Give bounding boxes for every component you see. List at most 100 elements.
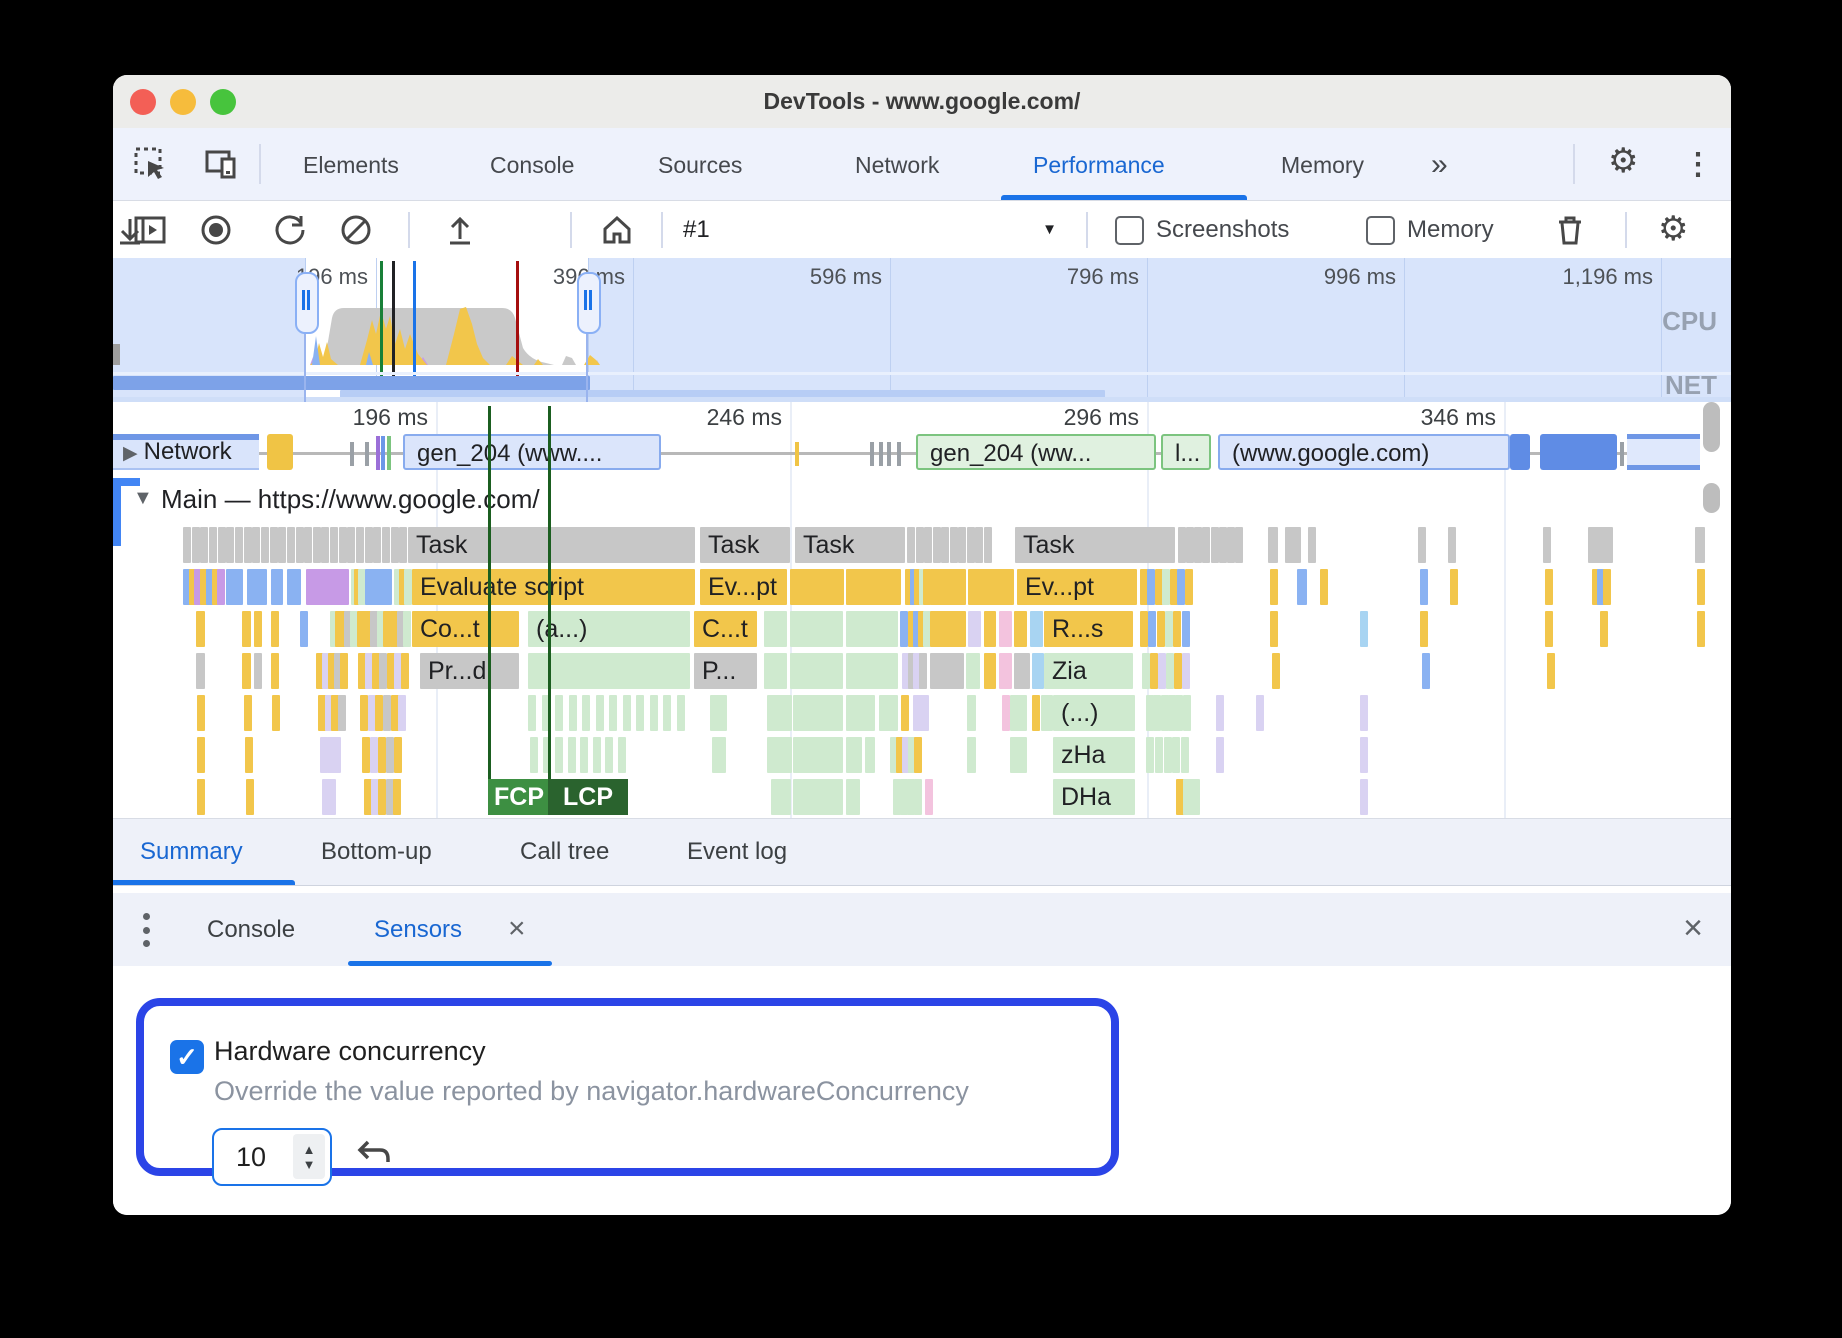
flame-block[interactable]: Pr...d — [420, 653, 519, 689]
main-scrollbar-thumb[interactable] — [1703, 483, 1720, 513]
flame-sliver[interactable] — [918, 653, 927, 689]
flame-sliver[interactable] — [914, 569, 923, 605]
close-tab-icon[interactable]: × — [508, 912, 526, 945]
flame-block[interactable] — [879, 695, 898, 731]
flame-block[interactable] — [197, 695, 205, 731]
flame-sliver[interactable] — [340, 653, 348, 689]
flame-sliver[interactable] — [396, 611, 405, 647]
flame-sliver[interactable] — [592, 737, 601, 773]
flame-block[interactable] — [1360, 737, 1368, 773]
flame-sliver[interactable] — [767, 737, 775, 773]
record-icon[interactable] — [199, 213, 233, 247]
flame-sliver[interactable] — [783, 779, 791, 815]
flame-block[interactable]: Zia — [1044, 653, 1133, 689]
flame-block[interactable] — [966, 653, 980, 689]
flame-sliver[interactable] — [915, 527, 924, 563]
flame-sliver[interactable] — [330, 527, 339, 563]
detail-tab-bottom-up[interactable]: Bottom-up — [321, 838, 432, 865]
flame-sliver[interactable] — [333, 737, 342, 773]
flame-sliver[interactable] — [778, 737, 786, 773]
flame-sliver[interactable] — [1158, 653, 1166, 689]
flame-sliver[interactable] — [710, 695, 718, 731]
flame-sliver[interactable] — [1588, 527, 1596, 563]
flame-sliver[interactable] — [331, 695, 339, 731]
flame-sliver[interactable] — [324, 695, 333, 731]
flame-sliver[interactable] — [217, 527, 226, 563]
flame-sliver[interactable] — [191, 527, 200, 563]
flame-sliver[interactable] — [390, 695, 399, 731]
flame-sliver[interactable] — [1165, 611, 1173, 647]
flame-block[interactable]: Task — [795, 527, 905, 563]
flame-block[interactable] — [271, 569, 283, 605]
flame-sliver[interactable] — [208, 527, 217, 563]
flame-block[interactable] — [226, 569, 243, 605]
flame-block[interactable] — [1697, 569, 1705, 605]
flame-sliver[interactable] — [1172, 737, 1181, 773]
flame-block[interactable] — [245, 737, 253, 773]
flame-sliver[interactable] — [278, 527, 287, 563]
home-icon[interactable] — [600, 213, 634, 247]
flame-sliver[interactable] — [1142, 653, 1150, 689]
collect-garbage-icon[interactable] — [1553, 213, 1587, 247]
flame-sliver[interactable] — [375, 695, 384, 731]
flame-sliver[interactable] — [908, 737, 916, 773]
flame-sliver[interactable] — [1174, 653, 1182, 689]
flame-sliver[interactable] — [194, 569, 203, 605]
flame-sliver[interactable] — [188, 569, 197, 605]
network-request[interactable]: (www.google.com) — [1218, 434, 1510, 470]
flame-sliver[interactable] — [1045, 695, 1053, 731]
memory-checkbox[interactable] — [1366, 216, 1395, 245]
flame-sliver[interactable] — [772, 695, 781, 731]
reset-undo-icon[interactable] — [354, 1134, 394, 1174]
flame-block[interactable] — [300, 611, 308, 647]
network-thin-request[interactable] — [381, 436, 385, 470]
flame-sliver[interactable] — [1019, 695, 1028, 731]
network-scrollbar-thumb[interactable] — [1703, 402, 1720, 452]
flame-sliver[interactable] — [609, 695, 618, 731]
close-window-button[interactable] — [130, 89, 156, 115]
flame-block[interactable] — [1418, 527, 1426, 563]
flame-sliver[interactable] — [941, 527, 949, 563]
flame-sliver[interactable] — [371, 779, 380, 815]
network-track[interactable]: gen_204 (www.... gen_204 (ww... l... (www.g… — [113, 433, 1731, 475]
flame-sliver[interactable] — [772, 737, 781, 773]
flame-sliver[interactable] — [364, 527, 373, 563]
flame-sliver[interactable] — [783, 695, 792, 731]
flame-sliver[interactable] — [399, 527, 408, 563]
flame-sliver[interactable] — [958, 527, 966, 563]
flame-sliver[interactable] — [320, 737, 328, 773]
flame-block[interactable] — [287, 569, 301, 605]
flame-sliver[interactable] — [896, 737, 904, 773]
flame-sliver[interactable] — [649, 695, 658, 731]
flame-sliver[interactable] — [1210, 527, 1219, 563]
network-track-header[interactable]: ▶ Network — [123, 438, 232, 466]
screenshots-checkbox[interactable] — [1115, 216, 1144, 245]
flame-block[interactable] — [846, 611, 898, 647]
device-toolbar-icon[interactable] — [203, 146, 239, 182]
flame-block[interactable] — [197, 779, 205, 815]
network-thin-request[interactable] — [387, 436, 391, 470]
number-stepper[interactable]: ▲ ▼ — [293, 1134, 325, 1179]
flame-sliver[interactable] — [676, 695, 685, 731]
flame-block[interactable] — [1030, 611, 1043, 647]
flame-sliver[interactable] — [580, 737, 588, 773]
flame-block[interactable]: Task — [700, 527, 790, 563]
flame-sliver[interactable] — [949, 527, 958, 563]
flame-block[interactable] — [930, 569, 966, 605]
flame-sliver[interactable] — [712, 737, 720, 773]
flame-sliver[interactable] — [390, 611, 398, 647]
flame-block[interactable] — [764, 611, 787, 647]
flame-block[interactable] — [196, 653, 205, 689]
flame-sliver[interactable] — [622, 695, 631, 731]
flame-sliver[interactable] — [399, 569, 407, 605]
flame-block[interactable] — [846, 569, 901, 605]
flame-sliver[interactable] — [347, 527, 356, 563]
flame-block[interactable] — [1176, 779, 1184, 815]
flame-sliver[interactable] — [360, 695, 368, 731]
flame-sliver[interactable] — [1147, 569, 1156, 605]
flame-block[interactable] — [846, 779, 860, 815]
flame-sliver[interactable] — [363, 611, 372, 647]
flame-sliver[interactable] — [322, 653, 330, 689]
flame-block[interactable] — [999, 653, 1012, 689]
flame-sliver[interactable] — [338, 527, 347, 563]
